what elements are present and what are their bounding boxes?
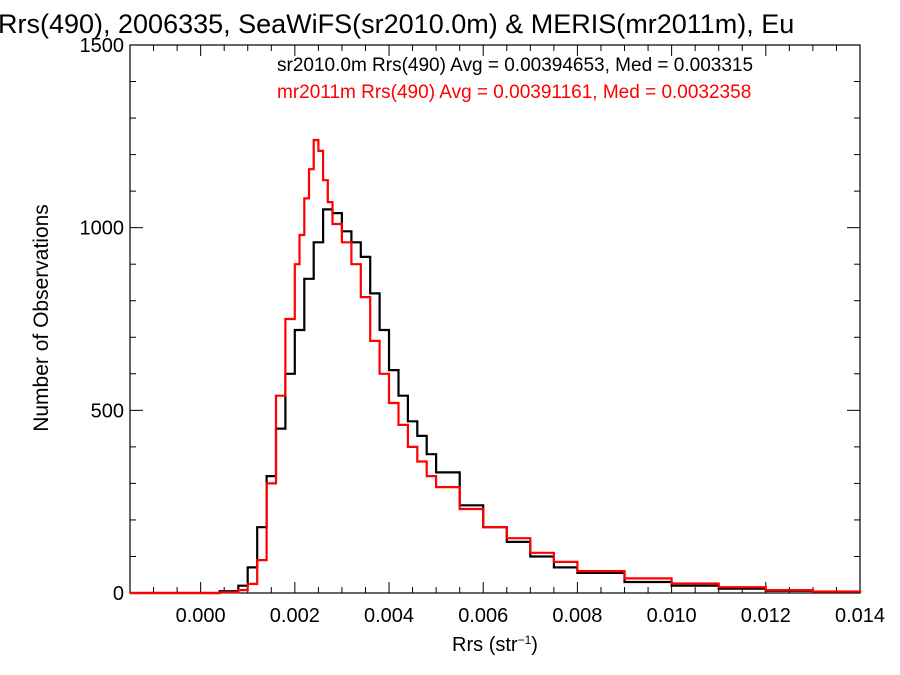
y-tick-label: 0: [113, 583, 124, 605]
series-layer: [130, 138, 862, 595]
x-tick-label: 0.008: [552, 605, 602, 627]
x-tick-label: 0.000: [176, 605, 226, 627]
x-tick-label: 0.006: [458, 605, 508, 627]
series-line-0: [130, 208, 862, 595]
legend-entry-0: sr2010.0m Rrs(490) Avg = 0.00394653, Med…: [277, 55, 753, 76]
y-tick-label: 1500: [80, 35, 125, 57]
x-tick-label: 0.010: [647, 605, 697, 627]
plot-frame: [129, 44, 861, 594]
x-tick-label: 0.004: [364, 605, 414, 627]
y-axis-label: Number of Observations: [30, 204, 53, 432]
chart-title: Rrs(490), 2006335, SeaWiFS(sr2010.0m) & …: [0, 9, 794, 39]
y-tick-label: 500: [91, 400, 124, 422]
x-axis: 0.000 0.002 0.004 0.006 0.008 0.010 0.012 0.014: [129, 45, 885, 627]
x-tick-label: 0.002: [270, 605, 320, 627]
series-line-1: [130, 138, 862, 595]
plot-area: [129, 44, 861, 594]
y-tick-label: 1000: [80, 218, 125, 240]
legend-entry-1: mr2011m Rrs(490) Avg = 0.00391161, Med =…: [277, 82, 751, 103]
x-axis-label: Rrs (str−1): [452, 633, 538, 656]
x-tick-label: 0.014: [835, 605, 885, 627]
x-tick-label: 0.012: [741, 605, 791, 627]
y-axis: 0 500 1000 1500: [80, 35, 860, 605]
